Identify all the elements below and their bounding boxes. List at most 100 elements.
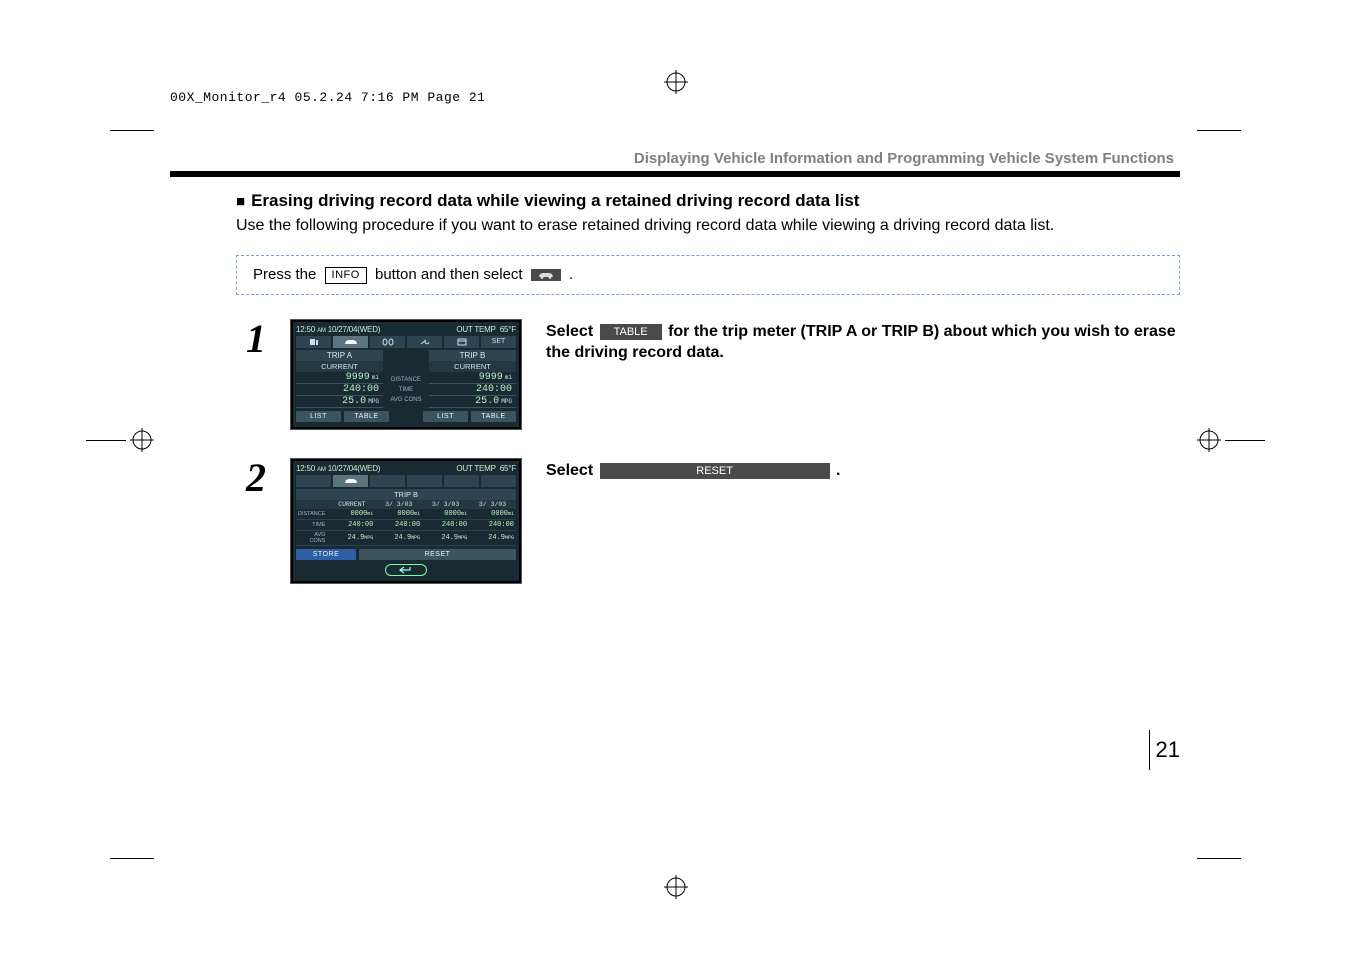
- lcd-unit: MPG: [368, 398, 379, 405]
- lcd-ampm: AM: [317, 328, 326, 334]
- heading-text: Erasing driving record data while viewin…: [251, 191, 859, 210]
- lcd-data-table: CURRENT 3/ 3/03 3/ 3/03 3/ 3/03 DISTANCE…: [296, 500, 516, 546]
- lcd-value: 9999: [479, 372, 503, 383]
- lcd-value: 9999: [346, 372, 370, 383]
- lcd-tripb-header: TRIP B: [296, 489, 516, 500]
- lcd-distance-label: DISTANCE: [387, 375, 425, 385]
- lcd-table-button: TABLE: [471, 411, 516, 422]
- lcd-value: 240:00: [476, 384, 512, 395]
- lcd-time: 12:50: [296, 464, 315, 473]
- lcd-date: 10/27/04(WED): [328, 325, 381, 334]
- lcd-unit: MPG: [411, 535, 420, 541]
- lcd-value: 25.0: [342, 396, 366, 407]
- lcd-row-label: TIME: [296, 519, 328, 530]
- lcd-value: 0000: [491, 510, 508, 518]
- register-mark-icon: [664, 70, 688, 94]
- lcd-value: 0000: [444, 510, 461, 518]
- info-button-chip: INFO: [325, 267, 367, 284]
- lcd-col-header: 3/ 3/03: [469, 500, 516, 509]
- lcd-store-button: STORE: [296, 549, 356, 560]
- step-2: 2 12:50 AM 10/27/04(WED) OUT TEMP 65°F: [236, 458, 1180, 584]
- lcd-tab-car-icon: [333, 336, 368, 348]
- lcd-value: 240:00: [328, 519, 375, 530]
- lcd-value: 0000: [350, 510, 367, 518]
- running-header: Displaying Vehicle Information and Progr…: [170, 150, 1180, 167]
- lcd-value: 0000: [397, 510, 414, 518]
- crop-mark: [1197, 130, 1241, 131]
- lcd-value: 24.9: [441, 534, 458, 542]
- lcd-unit: mi: [367, 511, 373, 517]
- lcd-outtemp-label: OUT TEMP: [456, 464, 495, 473]
- lcd-outtemp-value: 65°F: [500, 325, 516, 334]
- lcd-unit: mi: [505, 374, 512, 381]
- lcd-row-label: AVG CONS: [296, 530, 328, 545]
- lcd-current-label: CURRENT: [296, 361, 383, 372]
- lcd-screenshot-1: 12:50 AM 10/27/04(WED) OUT TEMP 65°F SET: [290, 319, 522, 430]
- lcd-value: 240:00: [422, 519, 469, 530]
- lcd-value: 240:00: [375, 519, 422, 530]
- print-slug: 00X_Monitor_r4 05.2.24 7:16 PM Page 21: [170, 90, 485, 105]
- lcd-col-header: 3/ 3/03: [422, 500, 469, 509]
- lcd-value: 24.9: [394, 534, 411, 542]
- crop-mark: [86, 440, 126, 441]
- page: 00X_Monitor_r4 05.2.24 7:16 PM Page 21 D…: [0, 0, 1351, 954]
- lcd-time-label: TIME: [387, 385, 425, 395]
- car-icon: [531, 269, 561, 281]
- lcd-tab-set: SET: [481, 336, 516, 348]
- lcd-row-label: DISTANCE: [296, 509, 328, 520]
- lcd-tab-blank: [407, 475, 442, 487]
- lcd-tab-car-icon: [333, 475, 368, 487]
- lcd-avgcons-label: AVG CONS: [387, 395, 425, 405]
- lcd-ampm: AM: [317, 467, 326, 473]
- step-1: 1 12:50 AM 10/27/04(WED) OUT TEMP 65°F: [236, 319, 1180, 430]
- lcd-time: 12:50: [296, 325, 315, 334]
- lcd-value: 240:00: [343, 384, 379, 395]
- intro-text: Use the following procedure if you want …: [236, 215, 1180, 237]
- pagenum-rule: [1149, 730, 1150, 770]
- lcd-unit: mi: [372, 374, 379, 381]
- lcd-table-button: TABLE: [344, 411, 389, 422]
- bullet-square-icon: ■: [236, 193, 245, 210]
- lcd-unit: MPG: [505, 535, 514, 541]
- lcd-tab-fuel-icon: [296, 336, 331, 348]
- lcd-unit: MPG: [458, 535, 467, 541]
- lcd-list-button: LIST: [423, 411, 468, 422]
- step-text-a: Select: [546, 462, 598, 479]
- lcd-tripb-header: TRIP B: [429, 350, 516, 361]
- lcd-value: 25.0: [475, 396, 499, 407]
- lcd-col-header: 3/ 3/03: [375, 500, 422, 509]
- press-text-c: .: [569, 266, 573, 283]
- lcd-tab-calendar-icon: [444, 336, 479, 348]
- lcd-unit: MPG: [501, 398, 512, 405]
- crop-mark: [110, 858, 154, 859]
- lcd-back-icon: [385, 564, 427, 576]
- heading: ■ Erasing driving record data while viewi…: [236, 191, 1180, 211]
- lcd-col-header: CURRENT: [328, 500, 375, 509]
- register-mark-icon: [664, 875, 688, 899]
- crop-mark: [1197, 858, 1241, 859]
- lcd-list-button: LIST: [296, 411, 341, 422]
- step-number: 1: [236, 319, 266, 359]
- step-2-text: Select RESET .: [546, 458, 1180, 482]
- press-text-a: Press the: [253, 266, 321, 283]
- lcd-unit: MPG: [364, 535, 373, 541]
- lcd-tab-blank: [370, 475, 405, 487]
- reset-chip: RESET: [600, 463, 830, 480]
- instruction-box: Press the INFO button and then select .: [236, 255, 1180, 295]
- lcd-current-label: CURRENT: [429, 361, 516, 372]
- lcd-tab-blank: [444, 475, 479, 487]
- lcd-date: 10/27/04(WED): [328, 464, 381, 473]
- press-text-b: button and then select: [375, 266, 527, 283]
- page-number-block: 21: [1149, 730, 1180, 770]
- lcd-tab-blank: [296, 475, 331, 487]
- step-1-text: Select TABLE for the trip meter (TRIP A …: [546, 319, 1180, 364]
- lcd-value: 24.9: [488, 534, 505, 542]
- lcd-unit: mi: [461, 511, 467, 517]
- lcd-value: 24.9: [347, 534, 364, 542]
- lcd-outtemp-value: 65°F: [500, 464, 516, 473]
- register-mark-icon: [130, 428, 154, 452]
- step-text-b: .: [836, 462, 840, 479]
- lcd-screenshot-2: 12:50 AM 10/27/04(WED) OUT TEMP 65°F: [290, 458, 522, 584]
- lcd-tripa-header: TRIP A: [296, 350, 383, 361]
- table-chip: TABLE: [600, 324, 662, 341]
